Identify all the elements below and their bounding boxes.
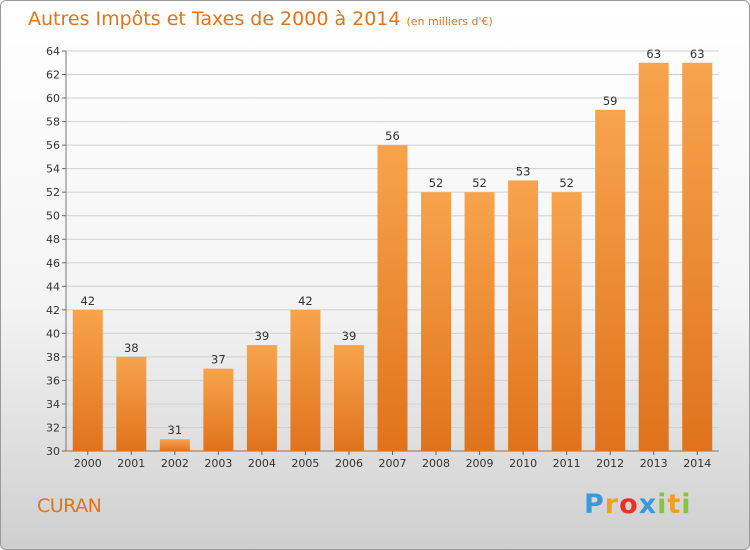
bar-2013 [638, 62, 669, 451]
y-tick-label: 52 [46, 186, 60, 199]
x-tick-label: 2014 [683, 457, 711, 470]
bar-2001 [116, 356, 147, 451]
bar-2003 [203, 368, 234, 451]
y-tick-label: 42 [46, 304, 60, 317]
bar-2000 [72, 309, 103, 451]
data-label-2012: 59 [603, 94, 618, 108]
place-name: CURAN [37, 495, 102, 517]
bar-2005 [290, 309, 321, 451]
bar-2007 [377, 145, 408, 451]
logo-letter: t [667, 489, 682, 520]
data-label-2003: 37 [211, 353, 226, 367]
x-tick-label: 2007 [379, 457, 407, 470]
x-tick-label: 2001 [117, 457, 145, 470]
x-tick-label: 2004 [248, 457, 276, 470]
data-label-2013: 63 [646, 47, 661, 61]
y-tick-label: 54 [46, 163, 60, 176]
y-tick-label: 64 [46, 45, 60, 58]
x-tick-label: 2011 [553, 457, 581, 470]
data-label-2009: 52 [472, 176, 487, 190]
chart-title-text: Autres Impôts et Taxes de 2000 à 2014 [28, 8, 401, 30]
x-tick-label: 2006 [335, 457, 363, 470]
x-tick-label: 2009 [466, 457, 494, 470]
chart-title: Autres Impôts et Taxes de 2000 à 2014 (en… [28, 8, 493, 30]
logo-letter: o [619, 489, 639, 520]
data-label-2004: 39 [255, 329, 270, 343]
x-tick-label: 2002 [161, 457, 189, 470]
bar-2006 [333, 345, 364, 451]
y-tick-label: 30 [46, 445, 60, 458]
y-tick-label: 32 [46, 421, 60, 434]
x-tick-label: 2012 [596, 457, 624, 470]
logo-letter: x [638, 489, 658, 520]
data-label-2005: 42 [298, 294, 313, 308]
y-tick-label: 40 [46, 327, 60, 340]
y-tick-label: 50 [46, 210, 60, 223]
data-label-2000: 42 [80, 294, 95, 308]
data-label-2001: 38 [124, 341, 139, 355]
y-tick-label: 34 [46, 398, 60, 411]
chart-unit: (en milliers d'€) [406, 15, 493, 28]
x-tick-label: 2000 [74, 457, 102, 470]
data-label-2006: 39 [342, 329, 357, 343]
proxiti-logo: Proxiti [584, 489, 692, 520]
data-label-2008: 52 [429, 176, 444, 190]
logo-letter: i [681, 489, 692, 520]
x-tick-label: 2010 [509, 457, 537, 470]
y-tick-label: 38 [46, 351, 60, 364]
y-tick-label: 56 [46, 139, 60, 152]
y-tick-label: 48 [46, 233, 60, 246]
y-tick-label: 62 [46, 69, 60, 82]
bar-2008 [421, 192, 452, 452]
y-tick-label: 46 [46, 257, 60, 270]
data-label-2010: 53 [516, 164, 531, 178]
x-tick-label: 2013 [640, 457, 668, 470]
bar-2002 [159, 439, 190, 451]
bar-2009 [464, 192, 495, 452]
data-label-2007: 56 [385, 129, 400, 143]
bar-2011 [551, 192, 582, 452]
data-label-2014: 63 [690, 47, 705, 61]
logo-letter: r [604, 489, 620, 520]
bar-2004 [246, 345, 277, 451]
x-tick-label: 2008 [422, 457, 450, 470]
bar-2012 [595, 109, 626, 451]
logo-letter: i [657, 489, 668, 520]
data-label-2011: 52 [559, 176, 574, 190]
y-tick-label: 44 [46, 280, 60, 293]
x-tick-label: 2003 [204, 457, 232, 470]
y-tick-label: 36 [46, 374, 60, 387]
y-tick-label: 58 [46, 116, 60, 129]
x-tick-label: 2005 [291, 457, 319, 470]
y-tick-label: 60 [46, 92, 60, 105]
logo-letter: P [584, 489, 605, 520]
data-label-2002: 31 [168, 423, 183, 437]
bar-2010 [508, 180, 539, 452]
bar-2014 [682, 62, 713, 451]
